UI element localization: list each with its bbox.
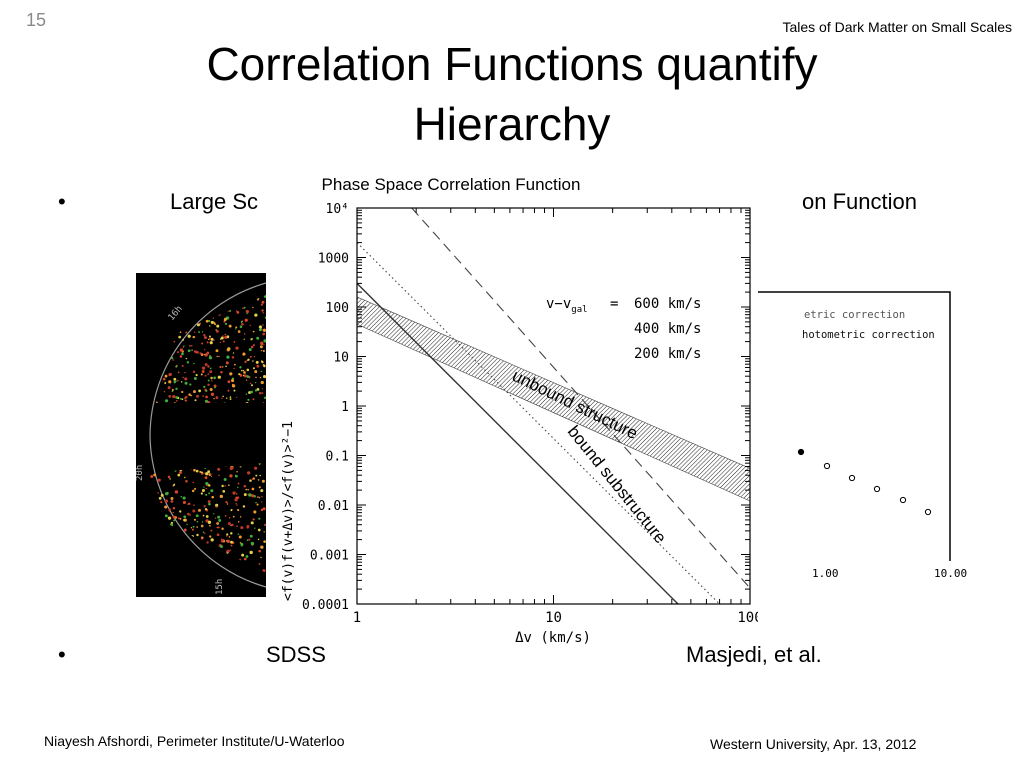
x-axis-label: Δv (km/s): [515, 630, 591, 646]
series-line-600-km-s: [411, 208, 750, 589]
y-tick-label-4: 1: [341, 400, 349, 415]
survey-wedge-image: 16h 20h 15h: [136, 273, 266, 597]
header-subtitle: Tales of Dark Matter on Small Scales: [782, 19, 1012, 35]
survey-label-16h: 16h: [167, 304, 185, 323]
right-plot-point: [873, 485, 881, 493]
right-plot-point: [823, 462, 831, 470]
footer-venue-date: Western University, Apr. 13, 2012: [710, 736, 917, 752]
phase-space-correlation-chart: Phase Space Correlation Function 1101000…: [278, 166, 763, 656]
right-plot-legend-1: etric correction: [804, 309, 905, 321]
right-plot-legend-2: hotometric correction: [802, 329, 935, 341]
legend-entry-1: 400 km/s: [634, 321, 701, 337]
survey-label-15h: 15h: [215, 579, 225, 595]
y-tick-label-5: 10: [333, 351, 349, 366]
luminosity-correlation-plot: etric correction hotometric correction 1…: [750, 285, 970, 585]
chart-title: Phase Space Correlation Function: [322, 175, 581, 194]
right-plot-xtick-2: 10.00: [934, 567, 967, 580]
bullet-2-symbol: •: [58, 642, 66, 667]
y-tick-label-6: 100: [326, 301, 349, 316]
right-plot-point: [924, 508, 932, 516]
legend-entry-2: 200 km/s: [634, 346, 701, 362]
bullet-1-text-right: on Function: [802, 189, 917, 214]
y-tick-label-8: 10⁴: [326, 202, 349, 217]
x-tick-label-2: 100: [737, 610, 758, 626]
y-tick-label-7: 1000: [318, 252, 349, 267]
bullet-2-text-right: Masjedi, et al.: [686, 642, 822, 667]
unbound-structure-band: [357, 296, 750, 502]
right-plot-point: [797, 448, 805, 456]
legend-equals: =: [610, 296, 618, 312]
right-plot-point: [848, 474, 856, 482]
survey-label-20h: 20h: [136, 465, 145, 481]
bullet-1-symbol: •: [58, 189, 66, 214]
right-plot-point: [899, 496, 907, 504]
series-line-200-km-s: [357, 282, 679, 604]
slide-title: Correlation Functions quantify Hierarchy: [206, 38, 818, 150]
y-tick-label-2: 0.01: [318, 499, 349, 514]
bullet-2-text-left: SDSS: [266, 642, 326, 667]
y-tick-label-0: 0.0001: [302, 598, 349, 613]
legend-entry-0: 600 km/s: [634, 296, 701, 312]
x-tick-label-0: 1: [353, 610, 361, 626]
y-tick-label-1: 0.001: [310, 549, 349, 564]
x-tick-label-1: 10: [545, 610, 562, 626]
right-plot-points: [797, 448, 932, 516]
right-plot-xtick-1: 1.00: [812, 567, 839, 580]
slide-number: 15: [26, 10, 47, 30]
y-tick-label-3: 0.1: [326, 450, 349, 465]
bullet-1-text-left: Large Sc: [170, 189, 259, 214]
footer-author: Niayesh Afshordi, Perimeter Institute/U-…: [44, 733, 345, 749]
y-axis-label: <f(v)f(v+Δv)>/<f(v)>²−1: [281, 421, 296, 601]
